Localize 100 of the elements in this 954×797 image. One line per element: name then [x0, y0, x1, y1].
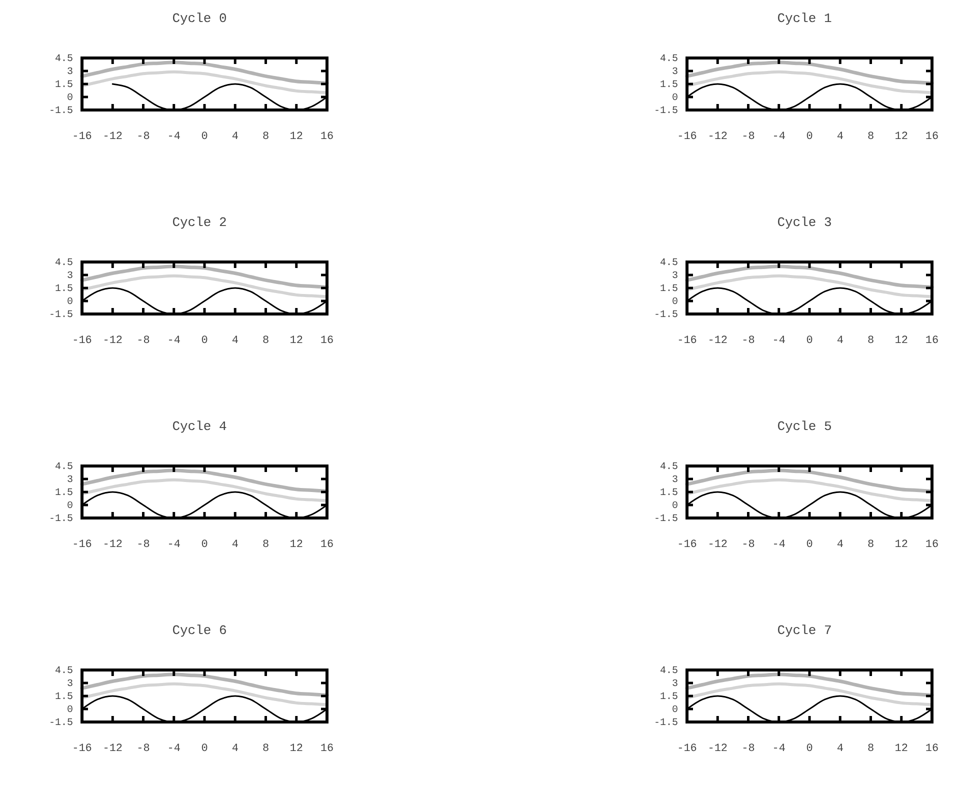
x-tick-label: 0: [806, 130, 813, 143]
y-tick-label: 0: [672, 501, 678, 512]
chart-title: Cycle 2: [172, 215, 227, 230]
x-tick-label: -8: [136, 334, 150, 347]
y-tick-label: 3: [66, 271, 73, 282]
y-tick-label: 1.5: [660, 488, 678, 500]
x-tick-label: -16: [72, 130, 92, 143]
y-tick-label: -1.5: [48, 310, 73, 322]
x-tick-label: 0: [806, 742, 813, 755]
x-tick-label: -4: [772, 130, 786, 143]
chart-title: Cycle 1: [777, 11, 832, 26]
y-tick-label: 1.5: [54, 284, 73, 296]
x-tick-label: -4: [167, 334, 181, 347]
x-tick-label: 4: [836, 538, 844, 551]
x-tick-label: -12: [708, 130, 728, 143]
x-tick-label: 4: [836, 742, 844, 755]
x-tick-label: 4: [836, 130, 844, 143]
x-tick-label: -12: [102, 130, 123, 143]
x-tick-label: -4: [772, 334, 786, 347]
y-tick-label: -1.5: [654, 514, 678, 526]
x-tick-label: 4: [836, 334, 844, 347]
x-tick-label: 12: [894, 538, 908, 551]
x-tick-label: 12: [894, 742, 908, 755]
x-tick-label: -8: [136, 742, 150, 755]
x-tick-label: -4: [772, 742, 786, 755]
y-tick-label: 4.5: [660, 462, 678, 474]
x-tick-label: 0: [201, 538, 208, 551]
x-tick-label: -16: [677, 334, 697, 347]
x-tick-label: 12: [290, 538, 303, 551]
y-tick-label: 1.5: [54, 692, 73, 704]
y-tick-label: 0: [66, 297, 73, 308]
y-tick-label: 3: [672, 271, 678, 282]
x-tick-label: -8: [136, 130, 150, 143]
x-tick-label: 8: [262, 742, 270, 755]
x-tick-label: 4: [232, 334, 239, 347]
line-series: [80, 274, 328, 298]
y-tick-label: 4.5: [54, 666, 73, 678]
x-tick-label: 12: [290, 130, 303, 143]
x-tick-label: 0: [201, 130, 208, 143]
x-tick-label: -8: [136, 538, 150, 551]
y-tick-label: 4.5: [660, 666, 678, 678]
chart-title: Cycle 3: [777, 215, 832, 230]
x-tick-label: -4: [772, 538, 786, 551]
x-tick-label: 4: [232, 742, 239, 755]
x-tick-label: 8: [262, 130, 270, 143]
y-tick-label: 0: [672, 93, 678, 104]
chart-title: Cycle 4: [172, 419, 228, 434]
x-tick-label: -16: [72, 742, 92, 755]
x-tick-label: 8: [867, 334, 874, 347]
x-tick-label: -8: [742, 742, 755, 755]
chart-title: Cycle 5: [777, 419, 832, 434]
y-tick-label: -1.5: [654, 718, 678, 730]
chart-title: Cycle 6: [172, 623, 227, 638]
x-tick-label: -4: [167, 130, 181, 143]
y-tick-label: 0: [66, 705, 73, 716]
x-tick-label: -8: [742, 130, 755, 143]
line-series: [686, 478, 934, 502]
x-tick-label: 4: [232, 130, 239, 143]
y-tick-label: 4.5: [54, 258, 73, 270]
y-tick-label: 4.5: [660, 54, 678, 66]
y-tick-label: 4.5: [660, 258, 678, 270]
x-tick-label: 8: [867, 130, 874, 143]
x-tick-label: 8: [867, 742, 874, 755]
y-tick-label: -1.5: [48, 514, 73, 526]
x-tick-label: -4: [167, 742, 181, 755]
y-tick-label: 1.5: [54, 488, 73, 500]
y-tick-label: 0: [672, 297, 678, 308]
line-series: [80, 682, 328, 706]
x-tick-label: -8: [742, 334, 755, 347]
x-tick-label: 16: [320, 334, 334, 347]
x-tick-label: -8: [742, 538, 755, 551]
x-tick-label: 16: [320, 742, 334, 755]
y-tick-label: 4.5: [54, 54, 73, 66]
line-series: [686, 682, 934, 706]
x-tick-label: 8: [867, 538, 874, 551]
x-tick-label: 0: [201, 742, 208, 755]
y-tick-label: 3: [672, 67, 678, 78]
x-tick-label: -16: [677, 538, 697, 551]
x-tick-label: -16: [72, 334, 92, 347]
y-tick-label: 3: [66, 475, 73, 486]
y-tick-label: 0: [672, 705, 678, 716]
y-tick-label: 1.5: [660, 80, 678, 92]
x-tick-label: 8: [262, 538, 270, 551]
y-tick-label: -1.5: [654, 106, 678, 118]
y-tick-label: 0: [66, 93, 73, 104]
x-tick-label: 16: [925, 742, 939, 755]
line-series: [686, 274, 934, 298]
x-tick-label: 12: [290, 742, 303, 755]
x-tick-label: -12: [102, 538, 123, 551]
x-tick-label: 0: [806, 334, 813, 347]
x-tick-label: -16: [72, 538, 92, 551]
y-tick-label: 3: [672, 679, 678, 690]
x-tick-label: 16: [320, 538, 334, 551]
x-tick-label: -12: [102, 742, 123, 755]
x-tick-label: -12: [102, 334, 123, 347]
x-tick-label: 12: [894, 334, 908, 347]
y-tick-label: 1.5: [54, 80, 73, 92]
chart-title: Cycle 7: [777, 623, 832, 638]
x-tick-label: -4: [167, 538, 181, 551]
x-tick-label: 16: [925, 334, 939, 347]
